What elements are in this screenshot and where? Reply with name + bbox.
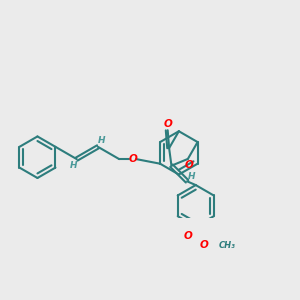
Text: H: H [70,161,77,170]
Text: O: O [184,231,193,241]
Text: H: H [188,172,196,182]
Text: O: O [200,240,209,250]
Text: O: O [128,154,137,164]
Text: O: O [185,160,194,170]
Text: H: H [98,136,105,145]
Text: O: O [163,119,172,129]
Text: CH₃: CH₃ [218,241,235,250]
